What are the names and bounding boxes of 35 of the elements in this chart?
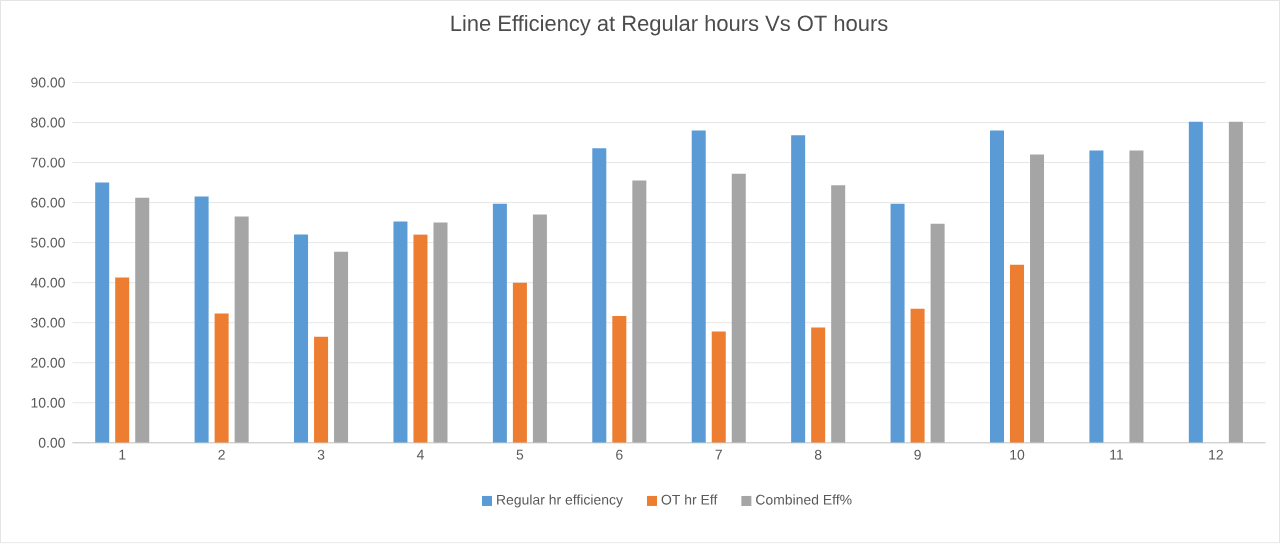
bar [791, 135, 806, 444]
chart-title: Line Efficiency at Regular hours Vs OT hours [451, 15, 888, 36]
bar [1030, 154, 1045, 444]
bar [334, 252, 349, 444]
bar [612, 316, 627, 444]
bar [194, 196, 209, 444]
bar [95, 182, 110, 444]
bar [532, 214, 547, 444]
bar [989, 130, 1004, 444]
bar [592, 148, 607, 444]
bar [1188, 122, 1203, 444]
bar [135, 198, 150, 444]
bar [632, 180, 647, 444]
bar [1010, 264, 1025, 444]
bar [1129, 150, 1144, 444]
bar [393, 221, 408, 444]
bar [492, 204, 507, 444]
bar [1089, 150, 1104, 444]
bar [910, 309, 925, 444]
bar [512, 283, 527, 444]
bar [1228, 122, 1243, 444]
bar [890, 204, 905, 444]
bar [731, 174, 746, 444]
bar [214, 313, 229, 444]
bar [413, 234, 428, 444]
bar [811, 327, 826, 444]
bar [294, 234, 309, 444]
bar [433, 222, 448, 444]
bar [314, 337, 329, 444]
bar [691, 130, 706, 444]
bar [234, 216, 249, 444]
bar [711, 331, 726, 444]
bar [831, 185, 846, 444]
bar [115, 277, 130, 444]
bar [930, 224, 945, 444]
